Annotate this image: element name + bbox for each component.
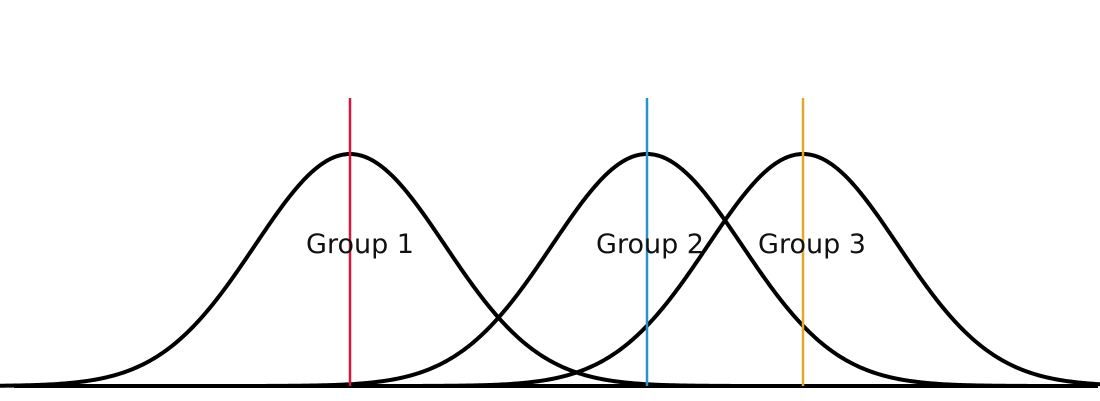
mean-lines-layer	[348, 98, 805, 386]
group-2-label: Group 2	[596, 229, 704, 260]
group-1-label: Group 1	[306, 229, 414, 260]
curves-layer	[0, 152, 1100, 388]
group-3-curve	[421, 152, 1100, 388]
labels-layer: Group 1 Group 2 Group 3	[306, 229, 866, 260]
group-3-label: Group 3	[758, 229, 866, 260]
